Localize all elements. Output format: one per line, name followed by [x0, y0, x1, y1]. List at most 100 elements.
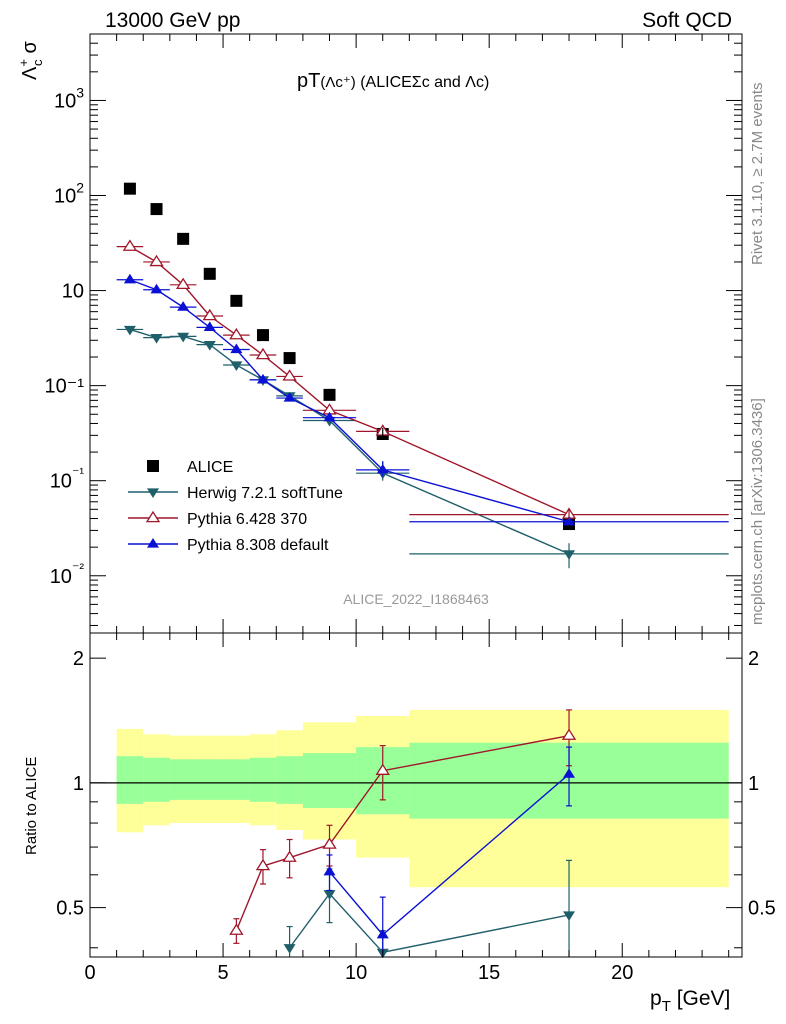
- herwig-ratio-point: [563, 911, 576, 921]
- herwig-point: [177, 332, 190, 343]
- pythia6-point: [255, 347, 271, 360]
- header-right-label: Soft QCD: [642, 9, 732, 32]
- x-tick-label: 20: [611, 962, 633, 984]
- uncertainty-band-inner: [143, 757, 170, 802]
- main-y-label-sigma: σ: [19, 41, 41, 54]
- pythia6-ratio-point: [255, 858, 271, 871]
- pythia6-ratio-point: [322, 837, 337, 849]
- legend-item-herwig: Herwig 7.2.1 softTune: [128, 485, 343, 502]
- uncertainty-band-inner: [249, 757, 277, 802]
- pythia6-line: [129, 246, 570, 516]
- pythia8-ratio-point: [563, 768, 576, 778]
- pythia6-point: [202, 308, 217, 321]
- pythia8-point: [203, 321, 216, 331]
- ratio-y-label: Ratio to ALICE: [23, 757, 40, 855]
- legend: ALICE Herwig 7.2.1 softTune Pythia 6.428 3…: [128, 459, 343, 554]
- x-tick-label: 0: [84, 962, 95, 984]
- pythia8-ratio-point: [323, 865, 336, 876]
- pythia6-ratio-point: [561, 728, 577, 740]
- herwig-point: [150, 334, 163, 344]
- x-axis-label: pT [GeV]: [650, 987, 730, 1015]
- pythia8-point: [123, 273, 136, 284]
- legend-item-pythia8: Pythia 8.308 default: [128, 537, 329, 554]
- main-panel: 103 102 10 10⁻¹ 10⁻¹ 10⁻²: [45, 33, 743, 634]
- uncertainty-band-inner: [169, 759, 197, 800]
- x-tick-label: 15: [478, 962, 500, 984]
- legend-label-herwig: Herwig 7.2.1 softTune: [187, 485, 343, 502]
- herwig-ratio-point: [283, 944, 296, 954]
- main-y-tick-label-0.01: 10⁻²: [50, 560, 85, 588]
- legend-label-pythia6: Pythia 6.428 370: [187, 511, 307, 528]
- uncertainty-band-inner: [276, 756, 303, 804]
- pythia8-point: [150, 283, 163, 294]
- alice-point: [230, 294, 243, 307]
- ratio-y-tick-label-right: 0.5: [748, 898, 776, 920]
- ratio-series-herwig: [283, 859, 576, 959]
- x-axis-label-p: p: [650, 987, 662, 1010]
- pythia8-point: [323, 411, 336, 422]
- main-y-label: Λ+cσ: [16, 41, 45, 80]
- ratio-series-pythia8: [323, 746, 576, 957]
- main-y-tick-label-1000: 103: [54, 84, 84, 112]
- x-tick-label: 5: [217, 962, 228, 984]
- pythia6-ratio-point: [229, 923, 244, 935]
- ratio-y-tick-label: 1: [73, 773, 84, 795]
- uncertainty-band-inner: [116, 756, 144, 804]
- pythia8-point: [283, 392, 296, 402]
- x-axis-label-sub: T: [662, 998, 671, 1015]
- legend-item-pythia6: Pythia 6.428 370: [128, 510, 307, 528]
- series-alice: [123, 182, 576, 531]
- main-title-paren: (Λc⁺): [320, 74, 355, 91]
- mcplots-label: mcplots.cern.ch [arXiv:1306.3436]: [749, 398, 766, 625]
- alice-point: [177, 232, 190, 245]
- herwig-ratio-line: [289, 892, 570, 954]
- alice-point: [256, 329, 269, 342]
- alice-point: [150, 203, 163, 216]
- ratio-panel: 2 2 1 1 0.5 0.5 0 5 10 15 20: [56, 632, 776, 984]
- header-left-label: 13000 GeV pp: [105, 9, 240, 32]
- main-y-tick-label-100: 102: [54, 180, 84, 208]
- pythia8-line: [129, 279, 570, 523]
- legend-label-alice: ALICE: [187, 459, 233, 476]
- x-tick-label: 10: [345, 962, 367, 984]
- pythia6-point: [175, 277, 191, 290]
- pythia8-point: [177, 301, 190, 311]
- main-y-label-base: Λ: [19, 66, 41, 80]
- alice-point: [283, 352, 296, 365]
- series-pythia6: [116, 239, 729, 519]
- uncertainty-band-inner: [223, 759, 250, 800]
- pythia8-point: [256, 373, 269, 384]
- ratio-y-tick-label-right: 1: [748, 773, 759, 795]
- ratio-y-tick-label-right: 2: [748, 648, 759, 670]
- ratio-y-tick-label: 0.5: [56, 898, 84, 920]
- x-axis-label-unit: [GeV]: [671, 987, 731, 1010]
- legend-label-pythia8: Pythia 8.308 default: [187, 537, 329, 554]
- main-title: pT(Λc⁺) (ALICEΣc and Λc): [297, 70, 489, 92]
- legend-marker-herwig: [147, 488, 159, 498]
- main-y-tick-label-1: 10⁻¹: [45, 376, 85, 398]
- pythia6-point: [229, 327, 244, 340]
- pythia6-point: [282, 369, 297, 381]
- pythia6-point: [122, 239, 138, 251]
- alice-point: [123, 182, 136, 195]
- herwig-point: [123, 325, 136, 336]
- rivet-version-label: Rivet 3.1.10, ≥ 2.7M events: [749, 83, 766, 266]
- herwig-ratio-point: [323, 890, 336, 900]
- main-y-tick-label-10: 10: [62, 281, 84, 303]
- series-pythia8: [116, 273, 729, 526]
- pythia6-ratio-point: [375, 763, 390, 775]
- main-y-label-sub: c: [30, 59, 45, 66]
- main-y-tick-label-0.1: 10⁻¹: [50, 465, 85, 493]
- alice-point: [203, 267, 216, 280]
- main-y-label-sup: +: [16, 59, 31, 67]
- uncertainty-band-inner: [196, 759, 224, 800]
- ratio-frame: [89, 632, 743, 958]
- pythia8-point: [230, 343, 243, 354]
- pythia6-ratio-line: [235, 734, 570, 931]
- legend-item-alice: ALICE: [147, 459, 233, 476]
- pythia6-point: [149, 254, 164, 267]
- ratio-y-tick-label: 2: [73, 648, 84, 670]
- alice-point: [323, 388, 336, 401]
- herwig-point: [203, 341, 216, 351]
